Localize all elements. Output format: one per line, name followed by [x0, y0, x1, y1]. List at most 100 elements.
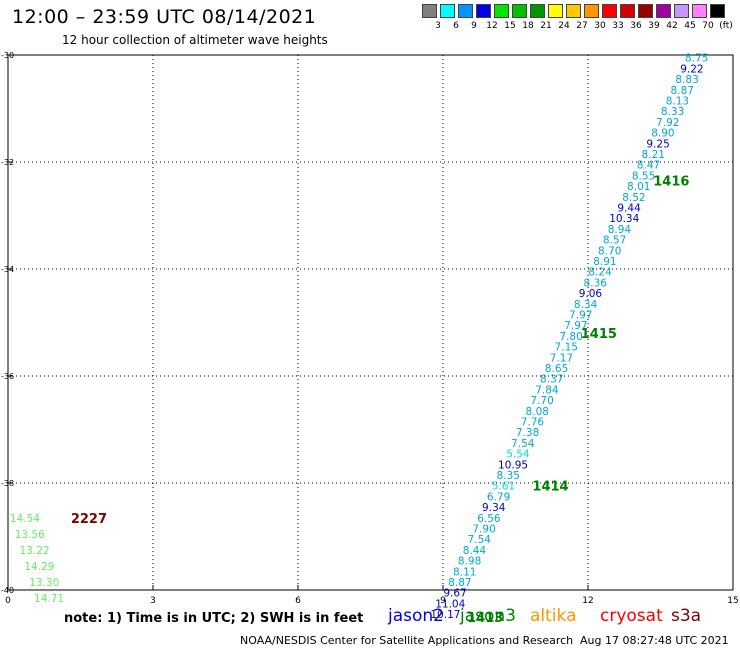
track-time-label: 1413 — [467, 611, 503, 626]
track-time-label: 1415 — [581, 327, 617, 342]
satellite-label: cryosat — [600, 606, 663, 626]
legend-swatch — [476, 4, 491, 18]
legend-label: 6 — [453, 21, 459, 31]
legend-label: 9 — [471, 21, 477, 31]
y-tick-label: -36 — [1, 372, 14, 381]
legend-label: 3 — [435, 21, 441, 31]
wave-height-value: 7.92 — [656, 117, 679, 129]
wave-height-value: 6.56 — [477, 513, 501, 525]
wave-height-value: 9.67 — [443, 588, 466, 600]
wave-height-value: 7.38 — [516, 427, 539, 439]
legend-label: 18 — [522, 21, 534, 31]
legend-label: 39 — [648, 21, 660, 31]
wave-height-value: 8.34 — [574, 299, 598, 311]
wave-height-value: 8.44 — [463, 545, 487, 557]
wave-height-value: 9.06 — [579, 288, 603, 300]
track-time-label: 1414 — [532, 480, 568, 495]
wave-height-value: 7.70 — [530, 395, 553, 407]
wave-height-value: 8.37 — [540, 374, 563, 386]
wave-height-value: 14.29 — [24, 561, 54, 573]
wave-height-value: 7.54 — [468, 534, 492, 546]
legend-swatch — [422, 4, 437, 18]
x-tick-label: 12 — [582, 596, 593, 606]
wave-height-value: 8.01 — [627, 181, 650, 193]
wave-height-value: 13.30 — [29, 577, 59, 589]
legend-label: 24 — [558, 21, 570, 31]
y-tick-label: -30 — [1, 51, 14, 60]
legend-swatch — [512, 4, 527, 18]
legend-swatch — [530, 4, 545, 18]
wave-height-value: 7.84 — [535, 384, 559, 396]
wave-height-value: 8.91 — [593, 256, 616, 268]
wave-height-value: 9.34 — [482, 502, 506, 514]
wave-height-value: 5.61 — [492, 481, 515, 493]
wave-height-value: 8.33 — [661, 106, 684, 118]
legend-label: (ft) — [719, 21, 733, 31]
wave-height-value: 8.94 — [608, 224, 632, 236]
wave-height-value: 10.95 — [498, 459, 528, 471]
units-note: note: 1) Time is in UTC; 2) SWH is in fe… — [64, 611, 364, 626]
wave-height-value: 8.24 — [588, 267, 612, 279]
legend-label: 42 — [666, 21, 678, 31]
legend-label: 45 — [684, 21, 696, 31]
y-tick-label: -38 — [1, 479, 14, 488]
legend-swatch — [620, 4, 635, 18]
wave-height-value: 10.34 — [609, 213, 639, 225]
track-time-label: 1416 — [653, 175, 689, 190]
x-tick-label: 9 — [440, 596, 446, 606]
x-tick-label: 6 — [295, 596, 301, 606]
legend-swatch — [440, 4, 455, 18]
wave-height-value: 8.87 — [448, 577, 471, 589]
wave-height-value: 8.52 — [622, 192, 645, 204]
legend-label: 70 — [702, 21, 714, 31]
legend-label: 33 — [612, 21, 624, 31]
y-tick-label: -40 — [1, 586, 14, 595]
legend-swatch — [710, 4, 725, 18]
legend-swatch — [494, 4, 509, 18]
wave-height-value: 8.70 — [598, 245, 621, 257]
legend-swatch — [548, 4, 563, 18]
wave-height-value: 7.97 — [569, 309, 592, 321]
generated-timestamp: Aug 17 08:27:48 UTC 2021 — [580, 634, 729, 647]
satellite-label: jason2 — [388, 606, 444, 626]
wave-height-value: 8.55 — [632, 170, 655, 182]
wave-height-value: 8.13 — [666, 95, 689, 107]
wave-height-value: 11.04 — [435, 598, 465, 610]
wave-height-value: 9.25 — [646, 138, 669, 150]
wave-height-value: 8.98 — [458, 556, 481, 568]
wave-height-value: 8.47 — [637, 160, 660, 172]
chart-title: 12:00 – 23:59 UTC 08/14/2021 — [12, 6, 317, 28]
satellite-label: jason3 — [460, 606, 516, 626]
wave-height-value: 7.97 — [564, 320, 587, 332]
wave-height-value: 8.65 — [545, 363, 568, 375]
wave-height-value: 8.87 — [671, 85, 694, 97]
wave-height-value: 5.54 — [506, 449, 530, 461]
wave-height-value: 8.90 — [651, 128, 674, 140]
x-tick-label: 3 — [150, 596, 156, 606]
legend-swatch — [602, 4, 617, 18]
x-tick-label: 0 — [5, 596, 11, 606]
wave-height-value: 13.22 — [20, 545, 50, 557]
legend-swatch — [692, 4, 707, 18]
legend-label: 12 — [486, 21, 498, 31]
wave-height-value: 7.17 — [550, 352, 573, 364]
y-tick-label: -32 — [1, 158, 14, 167]
legend-swatch — [458, 4, 473, 18]
legend-label: 30 — [594, 21, 606, 31]
wave-height-value: 14.71 — [34, 593, 64, 605]
wave-height-value: 7.15 — [555, 342, 578, 354]
wave-height-value: 6.79 — [487, 491, 510, 503]
satellite-label: s3a — [671, 606, 702, 626]
wave-height-value: 13.56 — [15, 529, 45, 541]
track-time-label: 2227 — [71, 512, 107, 527]
wave-height-value: 10.17 — [430, 609, 460, 621]
wave-height-value: 7.76 — [521, 416, 545, 428]
legend-swatch — [674, 4, 689, 18]
legend-swatch — [656, 4, 671, 18]
legend-swatch — [566, 4, 581, 18]
credit-line: NOAA/NESDIS Center for Satellite Applica… — [240, 634, 574, 647]
y-tick-label: -34 — [1, 265, 14, 274]
legend-swatch — [638, 4, 653, 18]
wave-height-value: 7.80 — [559, 331, 582, 343]
legend-label: 15 — [504, 21, 516, 31]
